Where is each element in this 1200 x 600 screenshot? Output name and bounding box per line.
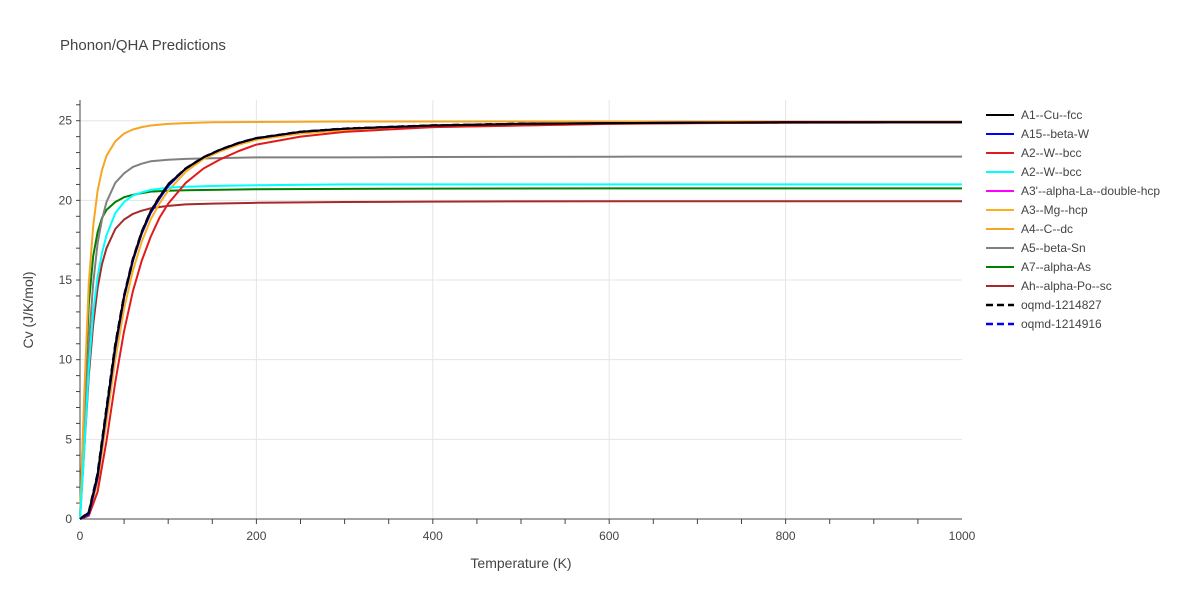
legend: A1--Cu--fcc A15--beta-W A2--W--bcc A2--W--b… bbox=[986, 108, 1160, 331]
y-tick-label: 10 bbox=[59, 353, 73, 367]
y-tick-label: 25 bbox=[59, 114, 73, 128]
legend-label: A4--C--dc bbox=[1021, 222, 1073, 236]
series-line-oqmd-1214827 bbox=[79, 121, 962, 521]
x-tick-label: 400 bbox=[423, 529, 443, 543]
axes: 0 5 10 15 20 25 0 200 400 600 800 1000 bbox=[59, 100, 976, 543]
series-line-a15-beta-w bbox=[79, 121, 962, 520]
x-tick-label: 600 bbox=[599, 529, 619, 543]
x-tick-label: 200 bbox=[246, 529, 266, 543]
legend-label: A15--beta-W bbox=[1021, 127, 1090, 141]
series-line-a4-c-dc bbox=[79, 120, 962, 520]
x-tick-label: 800 bbox=[776, 529, 796, 543]
y-tick-label: 5 bbox=[65, 432, 72, 446]
y-axis-title: Cv (J/K/mol) bbox=[20, 272, 36, 349]
y-tick-label: 0 bbox=[65, 512, 72, 526]
y-tick-label: 15 bbox=[59, 273, 73, 287]
series-line-a5-beta-sn bbox=[79, 155, 962, 520]
legend-label: A1--Cu--fcc bbox=[1021, 108, 1082, 122]
series-line-ah-alpha-po-sc bbox=[79, 200, 962, 520]
legend-label: A3'--alpha-La--double-hcp bbox=[1021, 184, 1160, 198]
legend-label: oqmd-1214827 bbox=[1021, 298, 1102, 312]
legend-label: oqmd-1214916 bbox=[1021, 317, 1102, 331]
series-line-a7-alpha-as bbox=[79, 187, 962, 520]
x-tick-label: 1000 bbox=[949, 529, 976, 543]
x-tick-label: 0 bbox=[77, 529, 84, 543]
series-line-a1-cu-fcc bbox=[79, 121, 962, 520]
x-axis-title: Temperature (K) bbox=[470, 555, 571, 571]
legend-label: Ah--alpha-Po--sc bbox=[1021, 279, 1112, 293]
legend-label: A7--alpha-As bbox=[1021, 260, 1091, 274]
plot-area bbox=[79, 120, 963, 521]
y-tick-label: 20 bbox=[59, 193, 73, 207]
legend-label: A3--Mg--hcp bbox=[1021, 203, 1088, 217]
series-line-a3-alpha-la-double-hcp bbox=[79, 121, 962, 520]
series-line-oqmd-1214916 bbox=[79, 121, 962, 521]
series-line-a2-w-bcc bbox=[79, 183, 962, 520]
legend-label: A5--beta-Sn bbox=[1021, 241, 1086, 255]
series-line-a3-mg-hcp bbox=[79, 121, 962, 520]
legend-label: A2--W--bcc bbox=[1021, 146, 1081, 160]
series-line-a2-w-bcc bbox=[79, 121, 963, 520]
legend-label: A2--W--bcc bbox=[1021, 165, 1081, 179]
chart-title: Phonon/QHA Predictions bbox=[60, 37, 226, 54]
